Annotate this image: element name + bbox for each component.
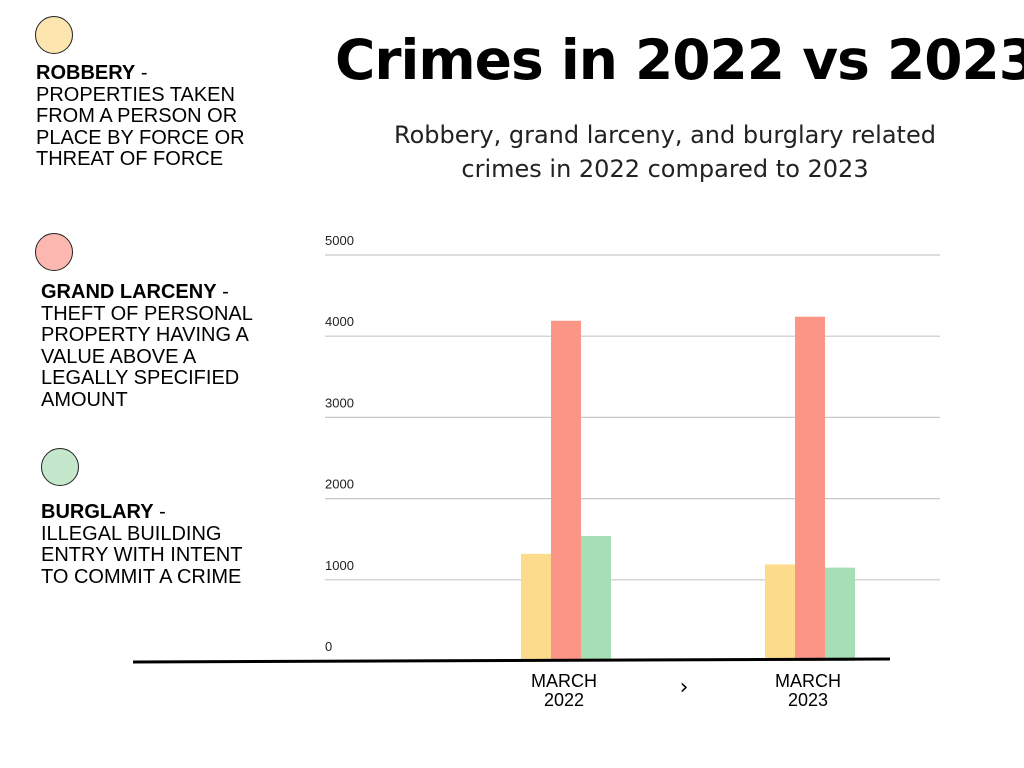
legend-dot-burglary — [41, 448, 79, 486]
bar-robbery — [765, 564, 795, 661]
bar-burglary — [825, 567, 855, 661]
x-tick-label: 2022 — [544, 690, 584, 710]
legend-description: ILLEGAL BUILDING ENTRY WITH INTENT TO CO… — [41, 522, 243, 588]
legend-term: BURGLARY — [41, 501, 154, 523]
legend-sep: - — [216, 281, 229, 303]
y-tick-label: 1000 — [325, 558, 354, 573]
legend-description: THEFT OF PERSONAL PROPERTY HAVING A VALU… — [41, 302, 253, 411]
bar-grand-larceny — [795, 316, 825, 661]
x-tick-label: MARCH — [775, 671, 841, 691]
legend-term: ROBBERY — [36, 62, 136, 84]
legend-dot-robbery — [35, 16, 73, 54]
y-tick-label: 0 — [325, 639, 332, 654]
bar-burglary — [581, 535, 611, 661]
y-tick-label: 2000 — [325, 477, 354, 492]
y-tick-label: 5000 — [325, 233, 354, 248]
legend-sep: - — [153, 501, 166, 523]
x-tick-label: 2023 — [788, 690, 828, 710]
bar-robbery — [521, 553, 551, 661]
legend-dot-grand-larceny — [35, 233, 73, 271]
bar-grand-larceny — [551, 320, 581, 661]
legend-sep: - — [135, 62, 148, 84]
chart-subtitle: Robbery, grand larceny, and burglary rel… — [394, 121, 936, 183]
legend-grand-larceny: GRAND LARCENY - THEFT OF PERSONAL PROPER… — [41, 281, 256, 411]
legend-robbery: ROBBERY - PROPERTIES TAKEN FROM A PERSON… — [36, 62, 276, 171]
y-tick-label: 4000 — [325, 314, 354, 329]
y-tick-label: 3000 — [325, 395, 354, 410]
legend-burglary: BURGLARY - ILLEGAL BUILDING ENTRY WITH I… — [41, 501, 271, 588]
legend-description: PROPERTIES TAKEN FROM A PERSON OR PLACE … — [36, 83, 245, 170]
chart-title: Crimes in 2022 vs 2023 — [335, 28, 1024, 92]
x-axis-line — [132, 657, 891, 664]
x-tick-label: MARCH — [531, 671, 597, 691]
chevron-right-icon: › — [680, 675, 689, 700]
legend-term: GRAND LARCENY — [41, 281, 217, 303]
